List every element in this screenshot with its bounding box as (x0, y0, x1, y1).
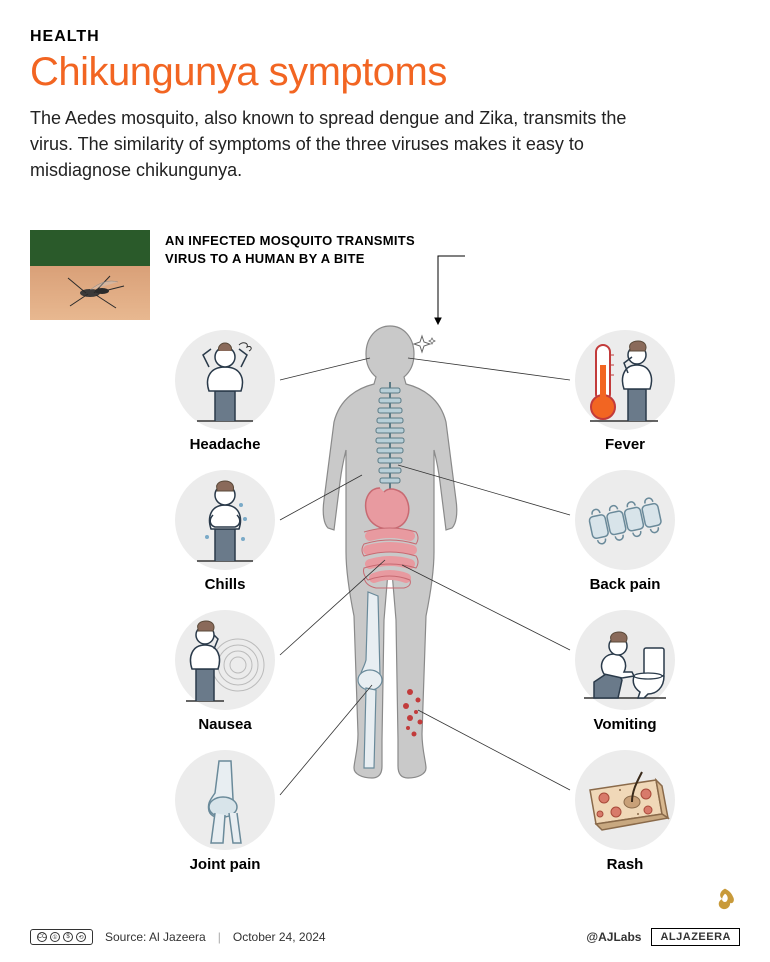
symptom-label: Nausea (160, 716, 290, 733)
symptom-label: Joint pain (160, 856, 290, 873)
cc-license-badge: CC①$⟲ (30, 929, 93, 945)
source-label: Source: Al Jazeera (105, 930, 206, 944)
chills-icon (175, 470, 275, 570)
separator: | (218, 930, 221, 944)
headache-icon (175, 330, 275, 430)
twitter-handle: @AJLabs (586, 930, 641, 944)
symptom-label: Vomiting (560, 716, 690, 733)
date-label: October 24, 2024 (233, 930, 326, 944)
footer: CC①$⟲ Source: Al Jazeera | October 24, 2… (0, 916, 770, 962)
symptom-label: Rash (560, 856, 690, 873)
aljazeera-logo-icon (712, 886, 738, 912)
nausea-icon (175, 610, 275, 710)
fever-icon (575, 330, 675, 430)
symptom-vomiting: Vomiting (560, 610, 690, 733)
rash-icon (575, 750, 675, 850)
symptom-fever: Fever (560, 330, 690, 453)
symptom-joint-pain: Joint pain (160, 750, 290, 873)
symptom-chills: Chills (160, 470, 290, 593)
backpain-icon (575, 470, 675, 570)
symptom-headache: Headache (160, 330, 290, 453)
symptom-nausea: Nausea (160, 610, 290, 733)
symptom-label: Back pain (560, 576, 690, 593)
symptom-label: Fever (560, 436, 690, 453)
caption-arrow (0, 0, 770, 350)
human-body-figure (310, 320, 470, 790)
aljazeera-wordmark: ALJAZEERA (651, 928, 740, 946)
symptom-label: Chills (160, 576, 290, 593)
symptom-rash: Rash (560, 750, 690, 873)
joint-icon (175, 750, 275, 850)
symptom-back-pain: Back pain (560, 470, 690, 593)
vomiting-icon (575, 610, 675, 710)
symptom-label: Headache (160, 436, 290, 453)
